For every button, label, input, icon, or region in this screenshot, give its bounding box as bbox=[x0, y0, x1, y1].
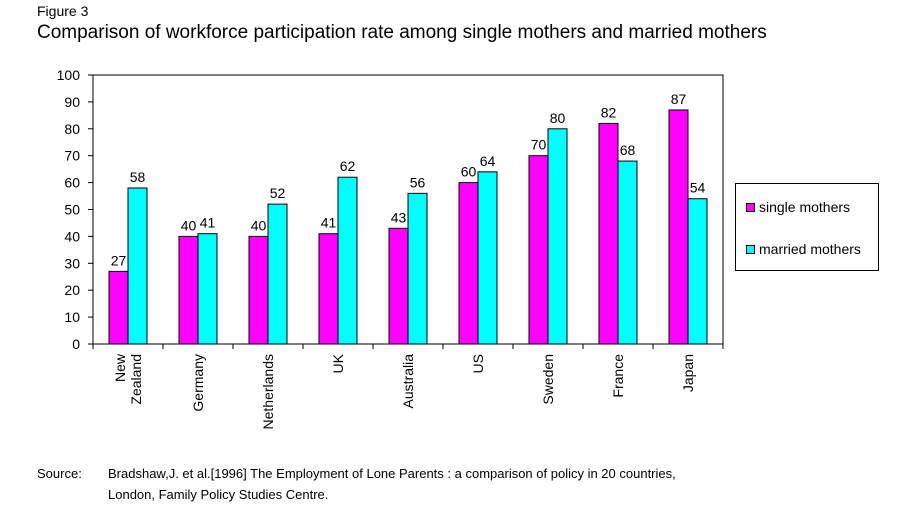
y-tick-label: 100 bbox=[57, 67, 81, 83]
data-label: 40 bbox=[251, 217, 267, 233]
data-label: 82 bbox=[601, 104, 617, 120]
y-tick-label: 50 bbox=[64, 202, 80, 218]
y-tick-label: 30 bbox=[64, 255, 80, 271]
x-tick-label-line: Germany bbox=[190, 354, 206, 412]
bar-single bbox=[598, 122, 619, 345]
legend: single mothers married mothers bbox=[735, 183, 879, 271]
data-label: 68 bbox=[620, 142, 636, 158]
source-text: Bradshaw,J. et al.[1996] The Employment … bbox=[108, 463, 676, 505]
x-tick-label-line: France bbox=[610, 354, 626, 398]
y-tick-label: 80 bbox=[64, 121, 80, 137]
bar-single bbox=[388, 227, 409, 345]
data-label: 41 bbox=[200, 215, 216, 231]
bar-married bbox=[197, 233, 218, 345]
x-tick-label: Japan bbox=[680, 354, 696, 392]
data-label: 64 bbox=[480, 153, 496, 169]
bar-married bbox=[617, 160, 638, 345]
chart-title: Comparison of workforce participation ra… bbox=[37, 22, 767, 43]
legend-item-single: single mothers bbox=[746, 199, 850, 215]
x-tick-label: New Zealand bbox=[112, 353, 144, 404]
data-label: 27 bbox=[111, 252, 127, 268]
bar-single bbox=[178, 235, 199, 345]
data-label: 43 bbox=[391, 209, 407, 225]
x-axis-labels: New Zealand Germany Netherlands UK Australia U… bbox=[112, 353, 696, 429]
y-tick-label: 40 bbox=[64, 228, 80, 244]
bar-single bbox=[668, 109, 689, 345]
x-tick-label-line: Zealand bbox=[128, 354, 144, 405]
y-tick-label: 20 bbox=[64, 282, 80, 298]
y-tick-label: 0 bbox=[72, 336, 80, 352]
x-tick-label: Netherlands bbox=[260, 354, 276, 430]
legend-swatch-married bbox=[746, 244, 755, 254]
data-label: 87 bbox=[671, 91, 687, 107]
data-label: 52 bbox=[270, 185, 286, 201]
data-label: 62 bbox=[340, 158, 356, 174]
legend-item-married: married mothers bbox=[746, 241, 861, 257]
x-tick-label: France bbox=[610, 354, 626, 398]
y-tick-label: 70 bbox=[64, 148, 80, 164]
bar-married bbox=[477, 171, 498, 345]
bar-married bbox=[337, 176, 358, 345]
figure-label: Figure 3 bbox=[37, 3, 89, 19]
bar-married bbox=[267, 203, 288, 345]
y-tick-label: 10 bbox=[64, 309, 80, 325]
legend-swatch-single bbox=[746, 202, 755, 212]
legend-label-married: married mothers bbox=[759, 241, 861, 257]
bar-single bbox=[458, 182, 479, 345]
data-label: 54 bbox=[690, 180, 706, 196]
x-tick-label: Australia bbox=[400, 354, 416, 409]
bar-single bbox=[318, 233, 339, 345]
bar-married bbox=[547, 128, 568, 345]
data-label: 70 bbox=[531, 137, 547, 153]
x-tick-label-line: UK bbox=[330, 353, 346, 373]
data-label: 58 bbox=[130, 169, 146, 185]
y-tick-label: 90 bbox=[64, 94, 80, 110]
bar-single bbox=[248, 235, 269, 345]
data-label: 80 bbox=[550, 110, 566, 126]
x-tick-label-line: Sweden bbox=[540, 354, 556, 405]
legend-label-single: single mothers bbox=[759, 199, 851, 215]
x-tick-label-line: Netherlands bbox=[260, 354, 276, 430]
source-line-2: London, Family Policy Studies Centre. bbox=[108, 487, 329, 502]
x-tick-label-line: New bbox=[112, 353, 128, 382]
data-label: 56 bbox=[410, 174, 426, 190]
x-tick-label: UK bbox=[330, 353, 346, 373]
x-tick-label: Sweden bbox=[540, 354, 556, 405]
x-tick-label-line: US bbox=[470, 354, 486, 373]
x-tick-label: Germany bbox=[190, 354, 206, 412]
source-label: Source: bbox=[37, 466, 82, 481]
x-tick-label-line: Australia bbox=[400, 354, 416, 409]
y-tick-label: 60 bbox=[64, 175, 80, 191]
data-label: 41 bbox=[321, 215, 337, 231]
bar-married bbox=[127, 187, 148, 345]
bar-single bbox=[528, 155, 549, 345]
data-label: 40 bbox=[181, 217, 197, 233]
bar-married bbox=[407, 192, 428, 345]
bar-single bbox=[108, 270, 129, 345]
bars bbox=[108, 109, 708, 345]
x-tick-label-line: Japan bbox=[680, 354, 696, 392]
source-line-1: Bradshaw,J. et al.[1996] The Employment … bbox=[108, 466, 676, 481]
x-tick-label: US bbox=[470, 354, 486, 373]
data-label: 60 bbox=[461, 164, 477, 180]
bar-married bbox=[687, 198, 708, 345]
